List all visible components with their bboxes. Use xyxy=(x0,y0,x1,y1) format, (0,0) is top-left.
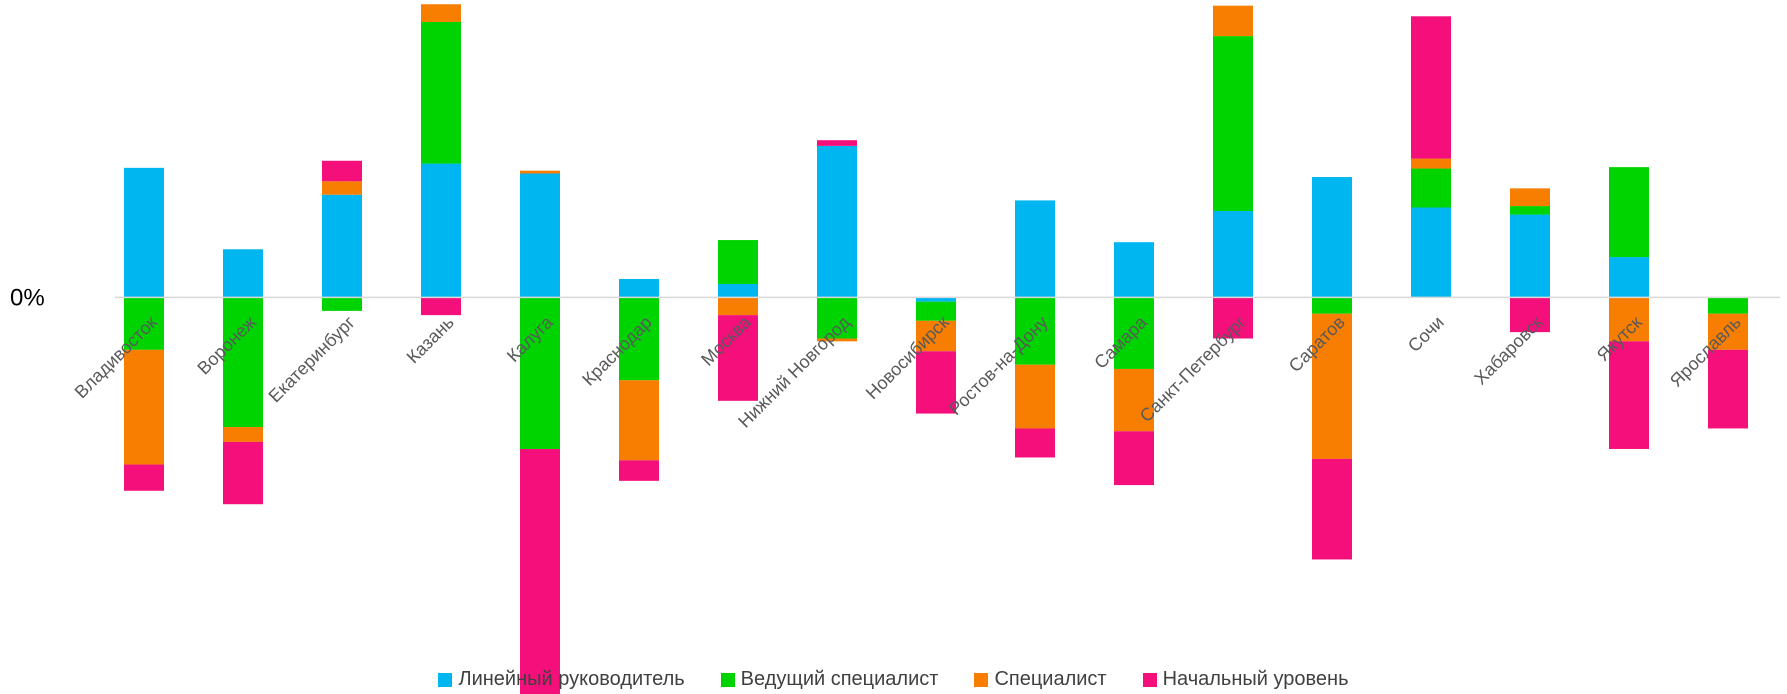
bar-segment xyxy=(223,427,263,442)
legend-swatch xyxy=(974,672,989,687)
bar-segment xyxy=(1510,297,1550,333)
bar-segment xyxy=(520,170,560,174)
bar-segment xyxy=(1114,368,1154,432)
bar-segment xyxy=(916,351,956,414)
legend-label: Ведущий специалист xyxy=(740,668,939,690)
bar-segment xyxy=(916,301,956,321)
bar-segment xyxy=(520,297,560,449)
legend-swatch xyxy=(438,672,453,687)
bar-segment xyxy=(1114,242,1154,298)
bar-segment xyxy=(1708,349,1748,429)
bar-segment xyxy=(1312,177,1352,298)
bar-segment xyxy=(1609,297,1649,342)
bar-segment xyxy=(718,315,758,401)
bar-segment xyxy=(1213,297,1253,339)
bar-segment xyxy=(421,21,461,164)
bar-segment xyxy=(1213,211,1253,298)
legend-swatch xyxy=(1142,672,1157,687)
bar-segment xyxy=(1609,167,1649,258)
bars-layer xyxy=(124,4,1748,694)
legend-swatch xyxy=(720,672,735,687)
bar-segment xyxy=(223,297,263,428)
bar-segment xyxy=(421,4,461,22)
bar-segment xyxy=(1609,257,1649,298)
bar-segment xyxy=(1411,16,1451,159)
bar-segment xyxy=(817,297,857,339)
bar-segment xyxy=(1411,158,1451,169)
bar-segment xyxy=(520,448,560,694)
legend-item: Линейный руководитель xyxy=(438,668,685,691)
bar-segment xyxy=(1312,297,1352,314)
bar-segment xyxy=(124,167,164,298)
legend-label: Специалист xyxy=(994,668,1107,690)
bar-segment xyxy=(1510,188,1550,207)
bar-segment xyxy=(817,145,857,298)
bar-segment xyxy=(322,160,362,182)
bar-segment xyxy=(817,140,857,146)
bar-segment xyxy=(619,460,659,481)
bar-segment xyxy=(718,283,758,298)
bar-segment xyxy=(1411,207,1451,298)
zero-axis-label: 0% xyxy=(10,284,45,311)
bar-segment xyxy=(619,279,659,298)
category-labels: Владивосток Воронеж Екатеринбург Казань Калу… xyxy=(71,311,1745,431)
bar-segment xyxy=(1114,297,1154,369)
bar-segment xyxy=(322,181,362,195)
bar-segment xyxy=(1510,206,1550,215)
bar-segment xyxy=(124,349,164,465)
bar-segment xyxy=(1213,36,1253,212)
bar-segment xyxy=(223,441,263,505)
bar-segment xyxy=(718,297,758,316)
legend-item: Ведущий специалист xyxy=(720,668,939,691)
bar-segment xyxy=(1510,214,1550,298)
bar-segment xyxy=(817,338,857,342)
bar-segment xyxy=(1708,313,1748,350)
legend-item: Специалист xyxy=(974,668,1107,691)
bar-segment xyxy=(916,297,956,302)
bar-segment xyxy=(124,464,164,491)
bar-segment xyxy=(1015,364,1055,429)
bar-segment xyxy=(124,297,164,350)
bar-segment xyxy=(619,297,659,381)
bar-segment xyxy=(1708,297,1748,314)
bar-segment xyxy=(322,194,362,298)
category-label: Хабаровск xyxy=(1470,312,1547,389)
bar-segment xyxy=(1015,297,1055,365)
bar-segment xyxy=(1411,168,1451,208)
bar-segment xyxy=(1312,458,1352,560)
bar-segment xyxy=(421,297,461,316)
bar-segment xyxy=(916,320,956,352)
legend: Линейный руководитель Ведущий специалист С… xyxy=(0,668,1787,691)
bar-segment xyxy=(1213,5,1253,37)
bar-segment xyxy=(1114,431,1154,486)
legend-label: Линейный руководитель xyxy=(458,668,685,690)
category-label: Казань xyxy=(403,312,458,367)
category-label: Сочи xyxy=(1404,312,1448,356)
bar-segment xyxy=(322,297,362,311)
legend-item: Начальный уровень xyxy=(1142,668,1349,691)
legend-label: Начальный уровень xyxy=(1162,668,1349,690)
bar-segment xyxy=(421,163,461,298)
bar-segment xyxy=(223,249,263,298)
bar-segment xyxy=(520,173,560,298)
bar-segment xyxy=(1312,313,1352,459)
bar-segment xyxy=(1015,200,1055,298)
bar-segment xyxy=(619,380,659,461)
bar-segment xyxy=(1609,341,1649,449)
bar-segment xyxy=(718,240,758,284)
category-label: Екатеринбург xyxy=(265,312,360,407)
bar-segment xyxy=(1015,428,1055,458)
